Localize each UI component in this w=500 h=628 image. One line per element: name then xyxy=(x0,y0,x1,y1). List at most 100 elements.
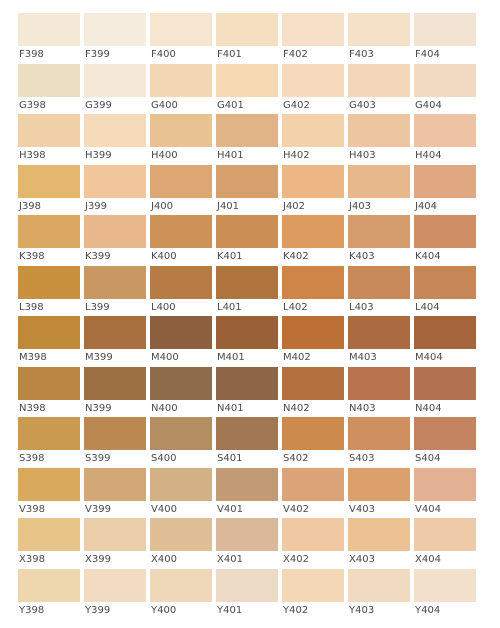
swatch-s400[interactable]: S400 xyxy=(150,417,212,468)
swatch-j400[interactable]: J400 xyxy=(150,164,212,216)
color-swatch[interactable] xyxy=(18,13,80,46)
color-swatch[interactable] xyxy=(84,417,146,450)
color-swatch[interactable] xyxy=(414,518,476,551)
color-swatch[interactable] xyxy=(84,518,146,551)
swatch-n402[interactable]: N402 xyxy=(282,366,344,418)
color-swatch[interactable] xyxy=(84,63,146,97)
swatch-x398[interactable]: X398 xyxy=(18,518,80,569)
color-swatch[interactable] xyxy=(150,114,212,147)
color-swatch[interactable] xyxy=(84,265,146,299)
swatch-y402[interactable]: Y402 xyxy=(282,568,344,620)
swatch-j404[interactable]: J404 xyxy=(414,164,476,216)
swatch-f401[interactable]: F401 xyxy=(216,13,278,64)
color-swatch[interactable] xyxy=(150,417,212,450)
swatch-k401[interactable]: K401 xyxy=(216,215,278,266)
color-swatch[interactable] xyxy=(348,467,410,501)
swatch-j401[interactable]: J401 xyxy=(216,164,278,216)
color-swatch[interactable] xyxy=(414,164,476,198)
color-swatch[interactable] xyxy=(414,265,476,299)
swatch-g401[interactable]: G401 xyxy=(216,63,278,115)
swatch-n400[interactable]: N400 xyxy=(150,366,212,418)
swatch-j398[interactable]: J398 xyxy=(18,164,80,216)
swatch-k404[interactable]: K404 xyxy=(414,215,476,266)
swatch-j403[interactable]: J403 xyxy=(348,164,410,216)
swatch-l401[interactable]: L401 xyxy=(216,265,278,317)
swatch-v400[interactable]: V400 xyxy=(150,467,212,519)
color-swatch[interactable] xyxy=(216,215,278,248)
swatch-n399[interactable]: N399 xyxy=(84,366,146,418)
swatch-g398[interactable]: G398 xyxy=(18,63,80,115)
color-swatch[interactable] xyxy=(414,63,476,97)
swatch-g402[interactable]: G402 xyxy=(282,63,344,115)
color-swatch[interactable] xyxy=(18,63,80,97)
swatch-l402[interactable]: L402 xyxy=(282,265,344,317)
color-swatch[interactable] xyxy=(18,215,80,248)
swatch-n401[interactable]: N401 xyxy=(216,366,278,418)
color-swatch[interactable] xyxy=(414,215,476,248)
swatch-j402[interactable]: J402 xyxy=(282,164,344,216)
color-swatch[interactable] xyxy=(150,164,212,198)
color-swatch[interactable] xyxy=(216,63,278,97)
swatch-y399[interactable]: Y399 xyxy=(84,568,146,620)
swatch-x399[interactable]: X399 xyxy=(84,518,146,569)
color-swatch[interactable] xyxy=(282,518,344,551)
color-swatch[interactable] xyxy=(414,114,476,147)
color-swatch[interactable] xyxy=(216,164,278,198)
color-swatch[interactable] xyxy=(282,417,344,450)
color-swatch[interactable] xyxy=(84,568,146,602)
swatch-h404[interactable]: H404 xyxy=(414,114,476,165)
color-swatch[interactable] xyxy=(150,316,212,349)
swatch-s402[interactable]: S402 xyxy=(282,417,344,468)
color-swatch[interactable] xyxy=(282,215,344,248)
swatch-m401[interactable]: M401 xyxy=(216,316,278,367)
swatch-f398[interactable]: F398 xyxy=(18,13,80,64)
color-swatch[interactable] xyxy=(18,467,80,501)
swatch-y404[interactable]: Y404 xyxy=(414,568,476,620)
color-swatch[interactable] xyxy=(84,215,146,248)
color-swatch[interactable] xyxy=(282,114,344,147)
color-swatch[interactable] xyxy=(216,114,278,147)
swatch-l399[interactable]: L399 xyxy=(84,265,146,317)
swatch-n404[interactable]: N404 xyxy=(414,366,476,418)
color-swatch[interactable] xyxy=(282,13,344,46)
color-swatch[interactable] xyxy=(348,518,410,551)
color-swatch[interactable] xyxy=(414,316,476,349)
swatch-x403[interactable]: X403 xyxy=(348,518,410,569)
swatch-g399[interactable]: G399 xyxy=(84,63,146,115)
swatch-m399[interactable]: M399 xyxy=(84,316,146,367)
swatch-g404[interactable]: G404 xyxy=(414,63,476,115)
color-swatch[interactable] xyxy=(150,215,212,248)
color-swatch[interactable] xyxy=(414,13,476,46)
color-swatch[interactable] xyxy=(282,265,344,299)
color-swatch[interactable] xyxy=(18,366,80,400)
color-swatch[interactable] xyxy=(282,366,344,400)
swatch-k398[interactable]: K398 xyxy=(18,215,80,266)
swatch-g400[interactable]: G400 xyxy=(150,63,212,115)
swatch-k399[interactable]: K399 xyxy=(84,215,146,266)
swatch-x402[interactable]: X402 xyxy=(282,518,344,569)
color-swatch[interactable] xyxy=(216,417,278,450)
swatch-m403[interactable]: M403 xyxy=(348,316,410,367)
swatch-v398[interactable]: V398 xyxy=(18,467,80,519)
color-swatch[interactable] xyxy=(348,568,410,602)
color-swatch[interactable] xyxy=(18,518,80,551)
color-swatch[interactable] xyxy=(18,417,80,450)
color-swatch[interactable] xyxy=(348,316,410,349)
color-swatch[interactable] xyxy=(282,316,344,349)
swatch-x400[interactable]: X400 xyxy=(150,518,212,569)
color-swatch[interactable] xyxy=(84,164,146,198)
swatch-h402[interactable]: H402 xyxy=(282,114,344,165)
swatch-v403[interactable]: V403 xyxy=(348,467,410,519)
color-swatch[interactable] xyxy=(282,164,344,198)
swatch-y401[interactable]: Y401 xyxy=(216,568,278,620)
swatch-v401[interactable]: V401 xyxy=(216,467,278,519)
swatch-v404[interactable]: V404 xyxy=(414,467,476,519)
color-swatch[interactable] xyxy=(84,316,146,349)
color-swatch[interactable] xyxy=(150,366,212,400)
swatch-s399[interactable]: S399 xyxy=(84,417,146,468)
color-swatch[interactable] xyxy=(18,164,80,198)
swatch-f404[interactable]: F404 xyxy=(414,13,476,64)
color-swatch[interactable] xyxy=(348,215,410,248)
color-swatch[interactable] xyxy=(18,114,80,147)
color-swatch[interactable] xyxy=(348,366,410,400)
